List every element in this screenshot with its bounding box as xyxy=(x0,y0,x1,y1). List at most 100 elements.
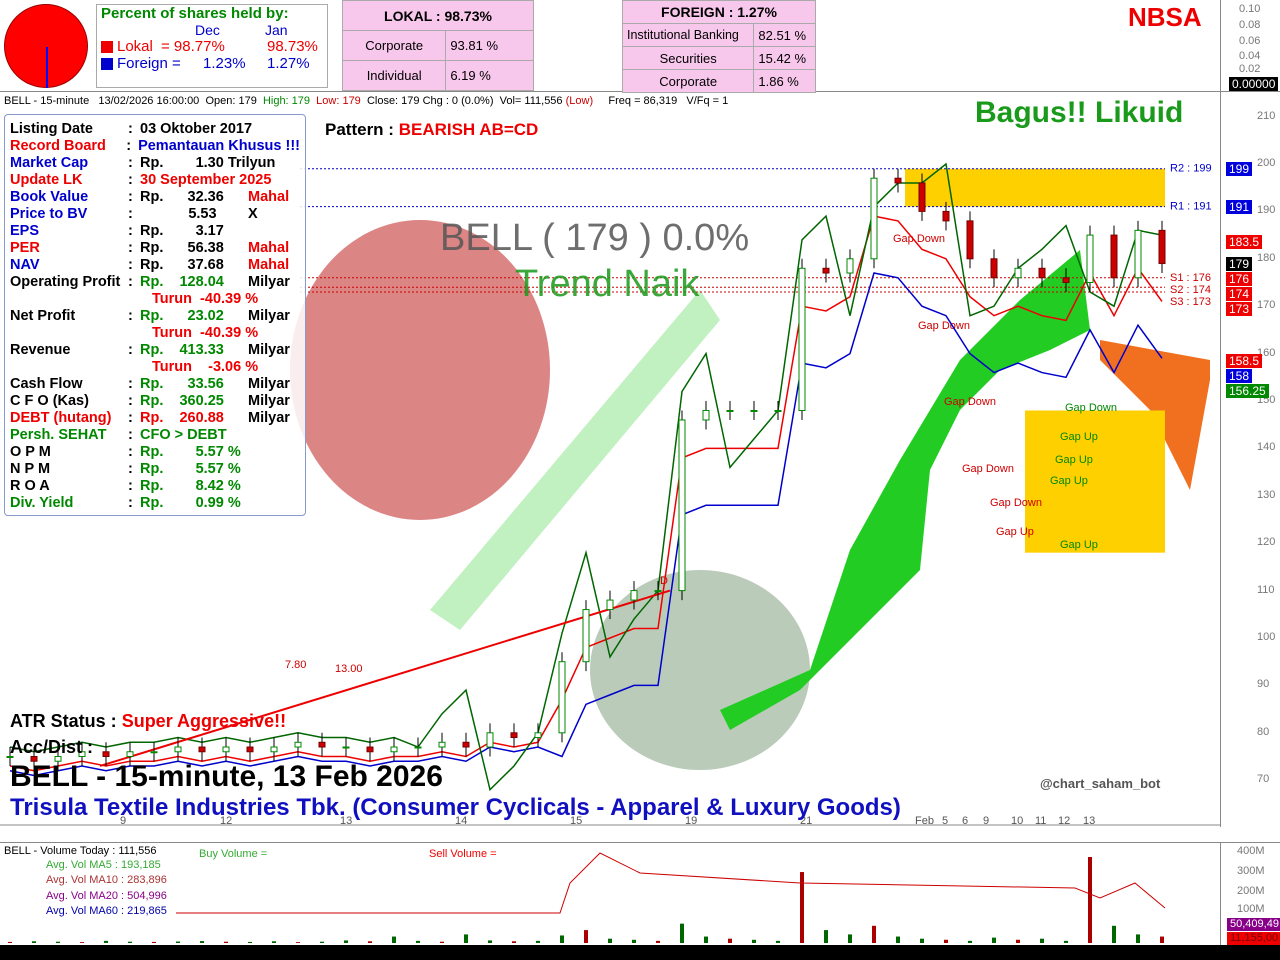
tick: 0.06 xyxy=(1239,35,1261,47)
info-value: CFO > DEBT xyxy=(140,427,227,443)
foreign-dec: 1.23% xyxy=(203,55,246,72)
cell: Corporate xyxy=(621,69,755,93)
info-colon: : xyxy=(128,342,133,358)
volume-bar xyxy=(680,923,684,943)
volume-bar xyxy=(32,941,36,943)
volume-bar xyxy=(200,941,204,943)
info-colon: : xyxy=(128,240,133,256)
level-label-s3: S3 : 173 xyxy=(1170,296,1211,308)
volume-bar xyxy=(56,941,60,943)
x-tick-label: 12 xyxy=(220,815,232,826)
lokal-jan: 98.73% xyxy=(267,38,318,55)
foreign-label: Foreign = xyxy=(117,55,181,72)
info-row: R O A: Rp. 8.42 % xyxy=(10,478,300,495)
bottom-bar xyxy=(0,945,1280,960)
info-value: 30 September 2025 xyxy=(140,172,272,188)
ownership-pie-chart xyxy=(4,4,88,88)
info-key: Update LK xyxy=(10,172,83,188)
volume-chart xyxy=(8,852,1166,943)
company-name: Trisula Textile Industries Tbk. (Consume… xyxy=(10,794,901,821)
info-key: Revenue xyxy=(10,342,71,358)
symbol: BELL - 15-minute xyxy=(4,95,90,107)
volume-bar xyxy=(800,872,804,943)
info-key: PER xyxy=(10,240,40,256)
top-tag: 0.00000 xyxy=(1229,77,1279,91)
volume-ma-line xyxy=(176,852,1166,914)
info-row: Net Profit: Rp. 23.02 Milyar xyxy=(10,308,300,325)
blue-indicator-line xyxy=(9,272,1163,777)
info-colon: : xyxy=(128,393,133,409)
volume-bar xyxy=(104,940,108,943)
info-extra: Mahal xyxy=(248,189,290,205)
info-colon xyxy=(140,325,152,342)
candle xyxy=(942,210,950,222)
pattern-value: BEARISH AB=CD xyxy=(398,120,539,139)
buy-volume: Buy Volume = xyxy=(199,848,268,860)
info-value: Rp. 360.25 xyxy=(140,393,224,409)
level-label-s1: S1 : 176 xyxy=(1170,272,1211,284)
volume-bar xyxy=(968,940,972,943)
info-value: Rp. 0.99 % xyxy=(140,495,241,511)
volume-bar xyxy=(128,941,132,943)
atr-status: ATR Status : Super Aggressive!! xyxy=(10,711,286,732)
sell-volume: Sell Volume = xyxy=(429,848,497,860)
volume-bar xyxy=(8,941,12,943)
volume-bar xyxy=(752,939,756,943)
volume-bar xyxy=(464,934,468,943)
bull-watermark xyxy=(590,570,810,770)
info-key: Net Profit xyxy=(10,308,76,324)
info-value: Rp. 413.33 xyxy=(140,342,224,358)
info-colon: : xyxy=(128,155,133,171)
annotation: Gap Up xyxy=(1060,539,1098,551)
info-colon xyxy=(140,291,152,308)
info-extra: Milyar xyxy=(248,308,290,324)
cell: 1.86 % xyxy=(753,69,816,93)
candle xyxy=(414,746,422,749)
candle xyxy=(102,751,110,758)
volume-bar xyxy=(344,940,348,943)
info-key xyxy=(10,291,140,308)
info-extra: Mahal xyxy=(248,240,290,256)
trend-label: Trend Naik xyxy=(515,263,700,305)
info-colon xyxy=(140,359,152,376)
info-row: Cash Flow: Rp. 33.56 Milyar xyxy=(10,376,300,393)
info-extra: Milyar xyxy=(248,376,290,392)
x-tick-label: 6 xyxy=(962,815,968,826)
candle xyxy=(30,756,38,762)
info-key xyxy=(10,359,140,376)
price-tag: 174 xyxy=(1226,286,1253,301)
info-row: NAV: Rp. 37.68 Mahal xyxy=(10,257,300,274)
annotation: Gap Down xyxy=(990,497,1042,509)
x-tick-label: Feb xyxy=(915,815,934,826)
candle xyxy=(1014,267,1022,279)
info-key: EPS xyxy=(10,223,40,239)
volume-bar xyxy=(1064,940,1068,943)
price-tag: 191 xyxy=(1226,199,1253,214)
pattern-label: Pattern : xyxy=(325,120,394,139)
candle xyxy=(1158,229,1166,265)
volume-bar xyxy=(992,937,996,943)
candle xyxy=(1110,234,1118,279)
info-colon: : xyxy=(128,223,133,239)
y-tick-label: 110 xyxy=(1257,583,1275,596)
candle xyxy=(774,409,782,412)
y-tick-label: 190 xyxy=(1257,204,1276,217)
volume-bar xyxy=(1088,857,1092,943)
info-row: Div. Yield: Rp. 0.99 % xyxy=(10,495,300,512)
annotation: 7.80 xyxy=(285,659,306,671)
candle xyxy=(462,741,470,748)
candle xyxy=(126,751,134,758)
info-key: Market Cap xyxy=(10,155,89,171)
cell: Securities xyxy=(621,46,755,70)
arrow-watermark xyxy=(430,290,720,630)
x-tick-label: 11 xyxy=(1035,815,1046,826)
info-row: Operating Profit: Rp. 128.04 Milyar xyxy=(10,274,300,291)
x-tick-label: 9 xyxy=(120,815,126,826)
header-panel: Percent of shares held by: Dec Jan Lokal =… xyxy=(0,0,1280,93)
info-row: DEBT (hutang): Rp. 260.88 Milyar xyxy=(10,410,300,427)
info-row: C F O (Kas): Rp. 360.25 Milyar xyxy=(10,393,300,410)
col-jan: Jan xyxy=(265,22,288,38)
volume-bar xyxy=(776,940,780,943)
price-axis[interactable]: 210 200 190 180 170 160 150 140 130 120 110 100 90 80… xyxy=(1220,92,1280,827)
